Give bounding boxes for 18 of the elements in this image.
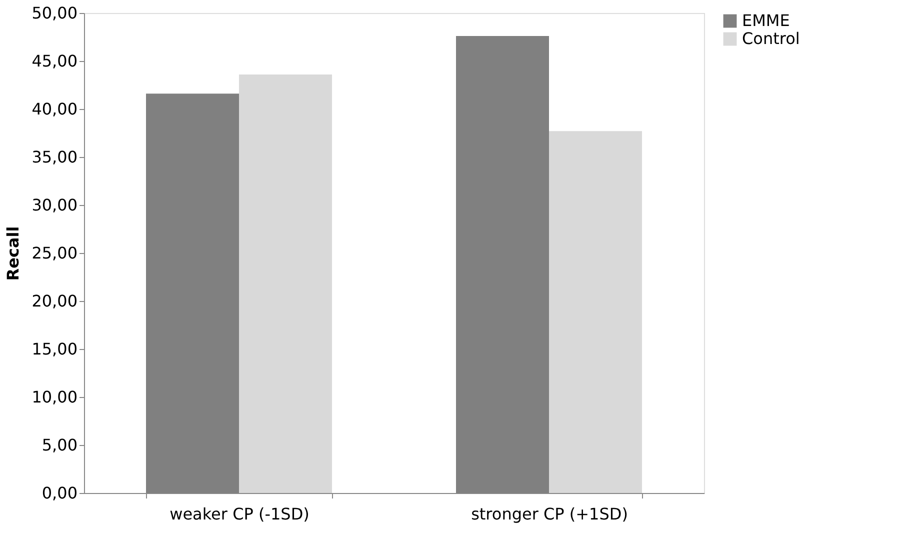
- legend-label: Control: [742, 29, 800, 48]
- y-tick-label: 45,00: [32, 52, 78, 70]
- y-tick-label: 20,00: [32, 292, 78, 310]
- x-tick-label: weaker CP (-1SD): [170, 504, 310, 524]
- y-tick-label: 25,00: [32, 244, 78, 262]
- y-tick-label: 50,00: [32, 4, 78, 22]
- bar: [549, 131, 642, 493]
- legend-label: EMME: [742, 11, 790, 30]
- y-tick-label: 40,00: [32, 100, 78, 118]
- y-tick-label: 0,00: [42, 484, 78, 502]
- bar: [239, 74, 332, 493]
- y-tick-label: 5,00: [42, 436, 78, 454]
- y-tick-label: 10,00: [32, 388, 78, 406]
- x-tick-label: stronger CP (+1SD): [471, 504, 628, 524]
- y-axis-title: Recall: [4, 226, 23, 281]
- y-tick-label: 30,00: [32, 196, 78, 214]
- y-tick-label: 35,00: [32, 148, 78, 166]
- y-tick-label: 15,00: [32, 340, 78, 358]
